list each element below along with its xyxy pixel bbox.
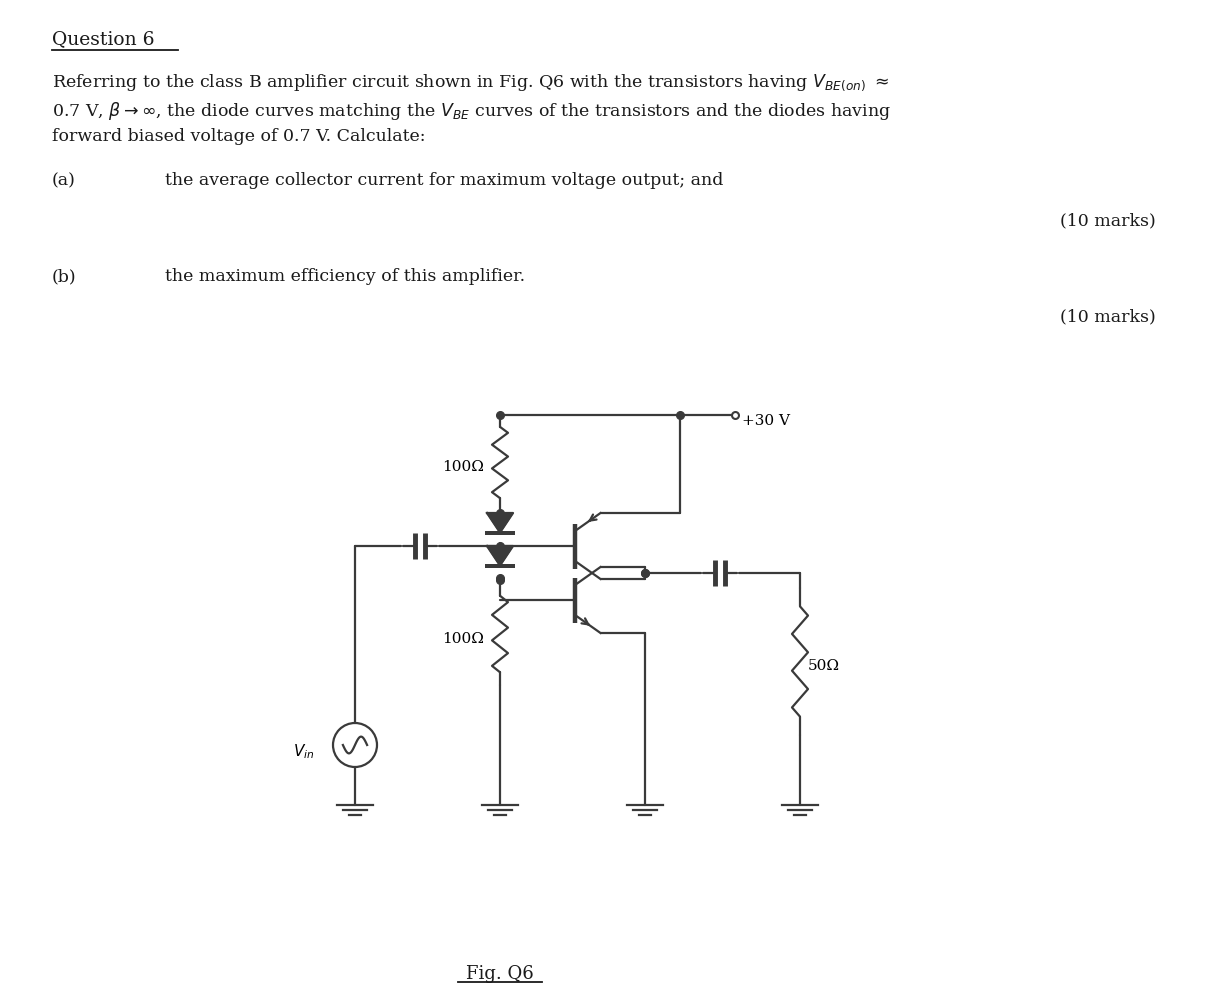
Text: $V_{in}$: $V_{in}$: [293, 743, 315, 761]
Text: forward biased voltage of 0.7 V. Calculate:: forward biased voltage of 0.7 V. Calcula…: [52, 128, 426, 145]
Text: the maximum efficiency of this amplifier.: the maximum efficiency of this amplifier…: [165, 268, 525, 285]
Polygon shape: [486, 546, 513, 566]
Text: Referring to the class B amplifier circuit shown in Fig. Q6 with the transistors: Referring to the class B amplifier circu…: [52, 72, 889, 93]
Text: 100Ω: 100Ω: [441, 460, 484, 474]
Text: 50Ω: 50Ω: [807, 659, 840, 673]
Text: 100Ω: 100Ω: [441, 632, 484, 646]
Text: +30 V: +30 V: [742, 414, 790, 428]
Text: (a): (a): [52, 172, 75, 189]
Polygon shape: [486, 513, 513, 533]
Text: (10 marks): (10 marks): [1060, 212, 1155, 229]
Text: the average collector current for maximum voltage output; and: the average collector current for maximu…: [165, 172, 724, 189]
Text: (10 marks): (10 marks): [1060, 308, 1155, 325]
Text: (b): (b): [52, 268, 77, 285]
Text: Fig. Q6: Fig. Q6: [466, 965, 534, 983]
Text: Question 6: Question 6: [52, 30, 154, 48]
Text: 0.7 V, $\beta$$\rightarrow$$\infty$, the diode curves matching the $V_{BE}$ curv: 0.7 V, $\beta$$\rightarrow$$\infty$, the…: [52, 100, 891, 122]
